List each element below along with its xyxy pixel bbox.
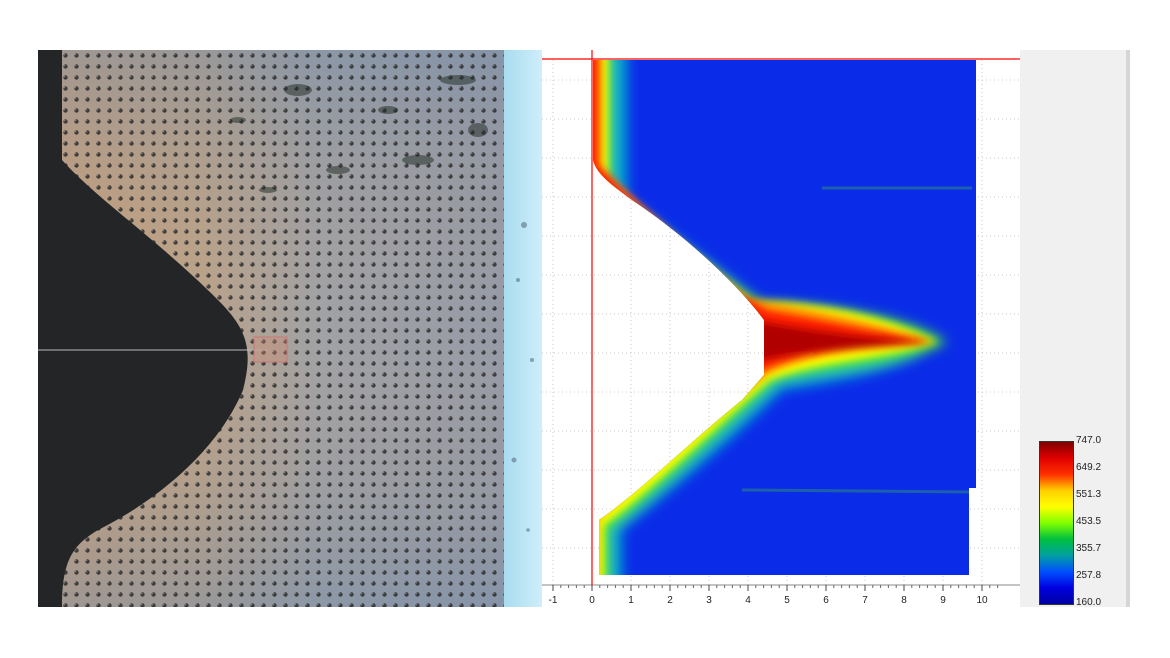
- micrograph-svg: [38, 50, 504, 607]
- x-tick-label: -1: [549, 595, 558, 606]
- selection-box[interactable]: [253, 336, 288, 363]
- heatmap-x-axis: -1 0 1 2 3 4 5 6 7 8 9 10: [542, 584, 1020, 606]
- x-tick-label: 10: [976, 595, 988, 606]
- x-tick-label: 8: [901, 595, 907, 606]
- scrollbar-edge[interactable]: [1126, 50, 1130, 607]
- x-tick-label: 9: [940, 595, 946, 606]
- heatmap-panel: -1 0 1 2 3 4 5 6 7 8 9 10: [542, 50, 1020, 607]
- x-tick-label: 4: [745, 595, 751, 606]
- micrograph-image: [38, 50, 504, 607]
- colorbar-label: 355.7: [1076, 543, 1102, 554]
- colorbar-label: 551.3: [1076, 489, 1102, 500]
- colorbar-label: 747.0: [1076, 435, 1102, 446]
- colorbar-label: 160.0: [1076, 597, 1102, 608]
- heatmap-plot: -1 0 1 2 3 4 5 6 7 8 9 10: [542, 50, 1020, 606]
- x-tick-label: 5: [784, 595, 790, 606]
- blue-strip-image: [504, 50, 542, 607]
- x-tick-label: 2: [667, 595, 673, 606]
- colorbar-label: 453.5: [1076, 516, 1102, 527]
- colorbar: [1039, 441, 1074, 605]
- colorbar-label: 649.2: [1076, 462, 1102, 473]
- strip-svg: [504, 50, 542, 607]
- x-tick-label: 7: [862, 595, 868, 606]
- heatmap-field: [593, 60, 976, 575]
- micrograph-dark-region: [38, 50, 248, 607]
- x-tick-label: 3: [706, 595, 712, 606]
- colorbar-label: 257.8: [1076, 570, 1102, 581]
- heatmap-streaks: [741, 186, 973, 494]
- x-tick-label: 6: [823, 595, 829, 606]
- right-side-panel: [1020, 50, 1130, 607]
- micrograph-dark-spots: [230, 75, 488, 193]
- x-tick-label: 0: [589, 595, 595, 606]
- x-tick-label: 1: [628, 595, 634, 606]
